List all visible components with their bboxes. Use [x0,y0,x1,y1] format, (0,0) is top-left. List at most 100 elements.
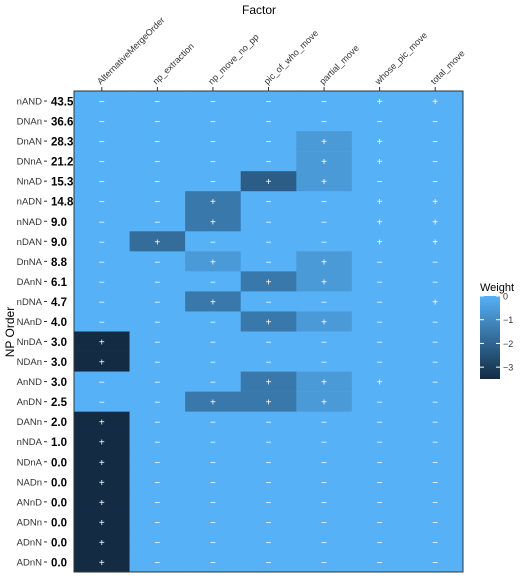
heatmap-cell [407,311,464,332]
cell-sign-label: + [154,237,160,248]
heatmap-cell [351,231,408,252]
cell-sign-label: − [99,177,105,188]
cell-sign-label: − [321,438,327,449]
heatmap-cell [74,511,130,533]
y-tick-label: NnAD [17,177,42,188]
cell-sign-label: − [154,97,160,108]
cell-sign-label: − [210,478,216,489]
cell-sign-label: − [210,418,216,429]
cell-sign-label: − [432,177,438,188]
cell-sign-label: − [210,157,216,168]
heatmap-cell [129,291,186,312]
cell-sign-label: + [377,237,383,248]
cell-sign-label: − [432,558,438,569]
heatmap-cell [74,551,130,573]
heatmap-cell [240,551,297,573]
cell-sign-label: + [321,137,327,148]
cell-sign-label: + [210,197,216,208]
heatmap-cell [74,451,130,473]
cell-sign-label: + [210,257,216,268]
heatmap-cell [407,291,464,312]
cell-sign-label: − [154,177,160,188]
cell-sign-label: − [432,518,438,529]
heatmap-cell [185,551,242,573]
row-value-label: 14.8 [51,197,74,209]
cell-sign-label: − [321,478,327,489]
heatmap-cell [407,211,464,232]
heatmap-cell [351,351,408,372]
x-tick-label: np_move_no_pp [206,32,260,86]
cell-sign-label: + [321,378,327,389]
heatmap-cell [407,451,464,473]
y-tick-label: nNAD [17,217,42,228]
cell-sign-label: − [154,358,160,369]
cell-sign-label: − [99,97,105,108]
cell-sign-label: − [210,458,216,469]
cell-sign-label: + [377,197,383,208]
cell-sign-label: − [154,518,160,529]
cell-sign-label: − [99,378,105,389]
cell-sign-label: − [154,378,160,389]
cell-sign-label: − [432,317,438,328]
cell-sign-label: − [321,538,327,549]
cell-sign-label: − [99,137,105,148]
chart-title: Factor [242,3,276,17]
heatmap-cell [185,531,242,553]
cell-sign-label: − [321,297,327,308]
heatmap-cell [240,511,297,533]
cell-sign-label: − [210,438,216,449]
heatmap-cell [240,471,297,493]
row-value-label: 2.5 [51,397,68,409]
heatmap-cell [185,251,242,272]
heatmap-cell [74,171,130,192]
heatmap-cell [296,351,353,372]
cell-sign-label: − [321,117,327,128]
cell-sign-label: − [432,458,438,469]
cell-sign-label: − [321,97,327,108]
y-tick-label: ADnN [17,557,42,568]
cell-sign-label: − [377,498,383,509]
cell-sign-label: + [321,317,327,328]
y-axis-label: NP Order [3,307,17,357]
legend-colorbar [480,296,500,379]
cell-sign-label: − [432,137,438,148]
cell-sign-label: − [266,418,272,429]
x-tick-label: np_extraction [151,41,196,86]
heatmap-cell [407,91,464,112]
cell-sign-label: + [321,277,327,288]
heatmap-cell [296,371,353,392]
cell-sign-label: − [432,438,438,449]
heatmap-cell [407,391,464,412]
heatmap-cell [351,471,408,493]
heatmap-cell [74,91,130,112]
legend-tick-label: 0 [503,292,508,302]
row-value-label: 0.0 [51,457,67,469]
cell-sign-label: − [154,297,160,308]
heatmap-cell [296,191,353,212]
heatmap-cell [240,431,297,453]
heatmap-cell [129,311,186,332]
cell-sign-label: − [377,177,383,188]
cell-sign-label: − [432,277,438,288]
x-tick-label: total_move [429,48,467,86]
heatmap-cell [74,251,130,272]
cell-sign-label: + [210,297,216,308]
heatmap-cell [240,231,297,252]
y-tick-label: NnDA [17,337,43,348]
row-value-label: 4.0 [51,317,67,329]
heatmap-cell [129,111,186,132]
heatmap-cell [74,311,130,332]
heatmap-cell [240,451,297,473]
cell-sign-label: − [99,398,105,409]
heatmap-cell [74,291,130,312]
cell-sign-label: + [321,257,327,268]
heatmap-cell [129,451,186,473]
cell-sign-label: − [266,558,272,569]
cell-sign-label: + [377,97,383,108]
cell-sign-label: + [321,157,327,168]
heatmap-cell [407,231,464,252]
heatmap-cell [296,431,353,453]
legend-title: Weight [480,282,514,294]
cell-sign-label: − [266,97,272,108]
